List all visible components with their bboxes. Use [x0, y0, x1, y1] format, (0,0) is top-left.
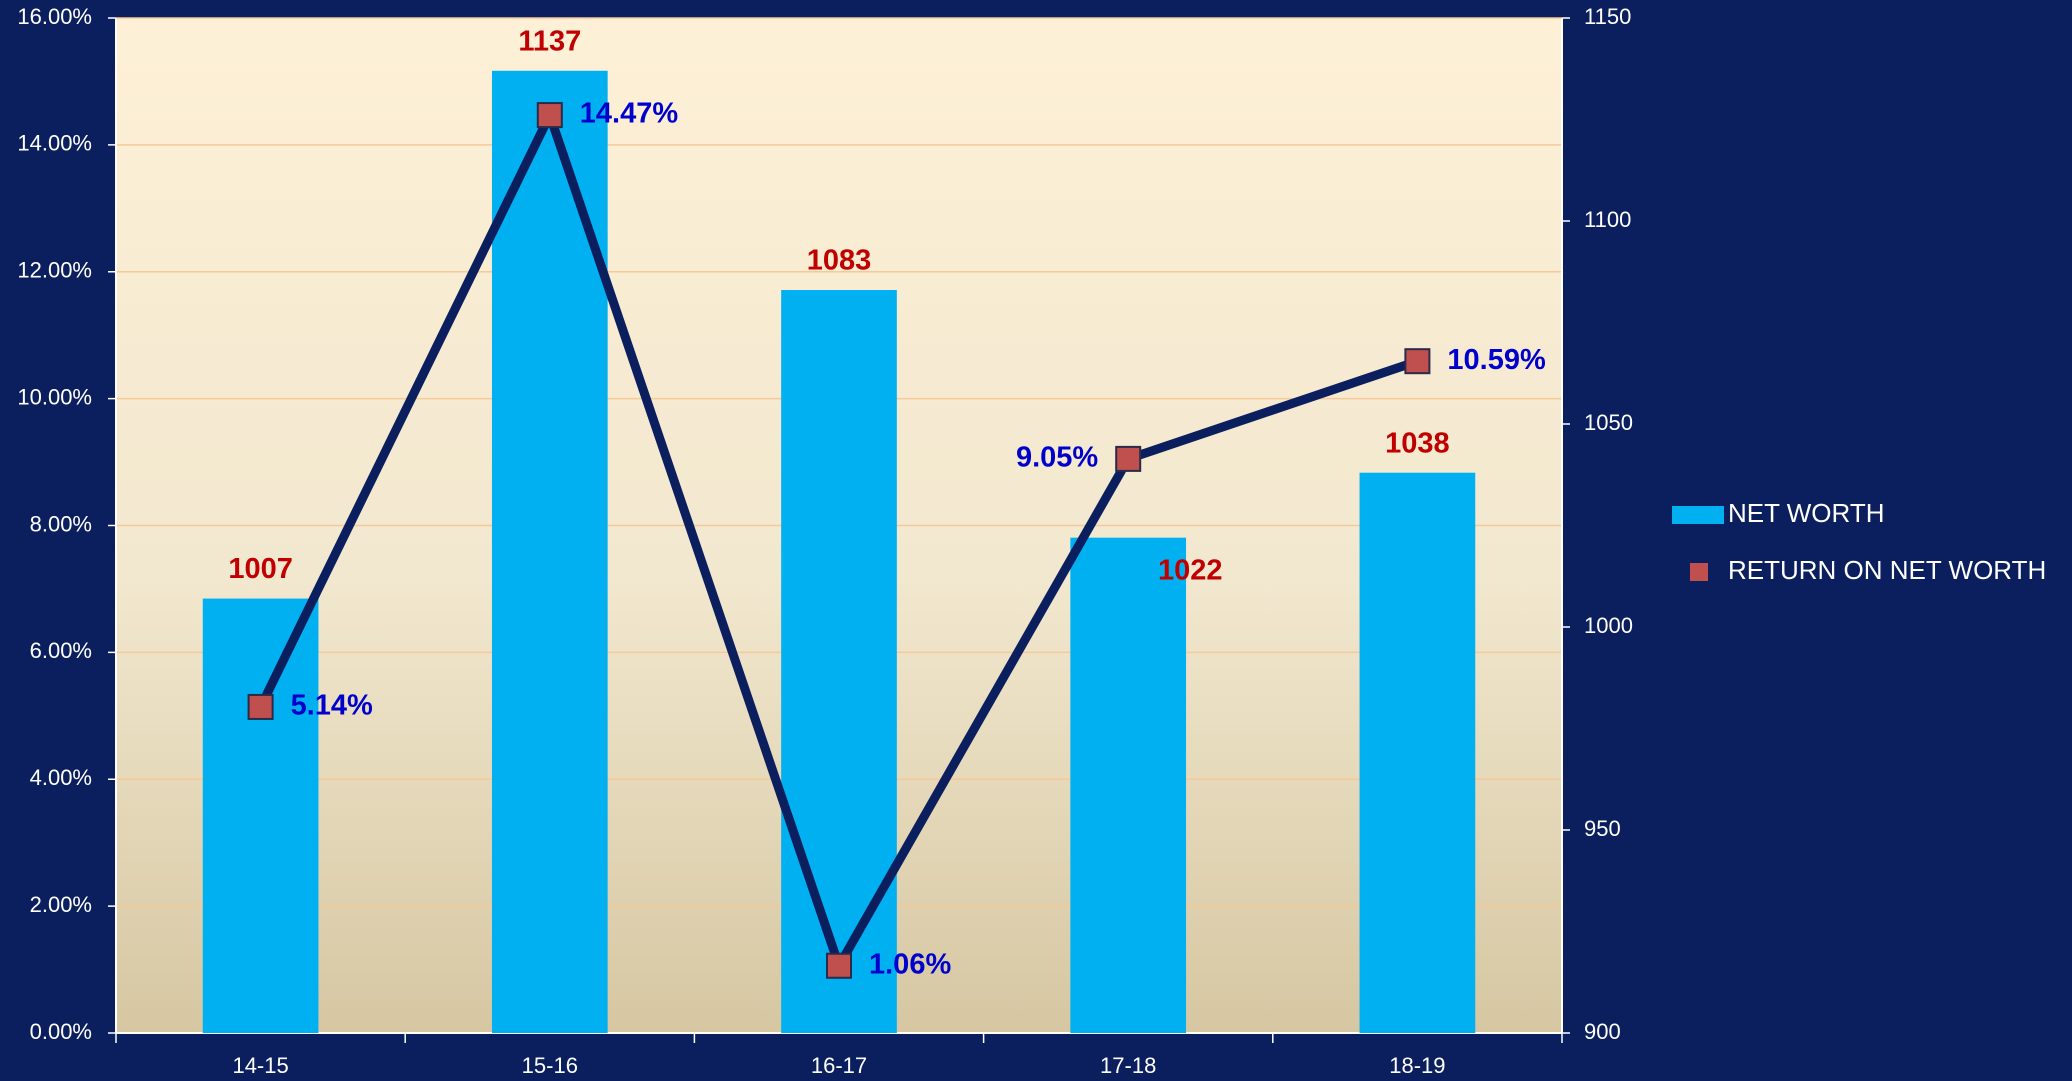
bar: [1070, 537, 1187, 1033]
y2-tick-label: 950: [1584, 816, 1621, 841]
bar-label: 1083: [807, 245, 872, 277]
line-marker: [536, 102, 563, 129]
y-tick-label: 8.00%: [30, 511, 92, 536]
bar-label: 1137: [518, 25, 581, 57]
y-tick-label: 12.00%: [17, 258, 92, 283]
y-tick-label: 16.00%: [17, 4, 92, 29]
bar: [781, 290, 897, 1033]
y-tick-label: 6.00%: [30, 638, 92, 663]
legend-swatch: [1690, 563, 1708, 581]
x-tick-label: 17-18: [1100, 1053, 1156, 1078]
bar: [491, 70, 608, 1033]
x-tick-label: 18-19: [1389, 1053, 1445, 1078]
line-label: 9.05%: [1016, 442, 1098, 474]
x-tick-label: 16-17: [811, 1053, 867, 1078]
y-tick-label: 2.00%: [30, 892, 92, 917]
y-tick-label: 4.00%: [30, 765, 92, 790]
y2-tick-label: 1000: [1584, 613, 1633, 638]
legend-label: RETURN ON NET WORTH: [1728, 555, 2046, 585]
bar-label: 1038: [1385, 427, 1450, 459]
line-label: 14.47%: [580, 98, 679, 130]
bar: [202, 598, 319, 1033]
line-label: 1.06%: [869, 948, 951, 980]
y-tick-label: 0.00%: [30, 1019, 92, 1044]
y-tick-label: 14.00%: [17, 131, 92, 156]
x-tick-label: 14-15: [232, 1053, 288, 1078]
line-marker: [1404, 348, 1431, 375]
legend-label: NET WORTH: [1728, 498, 1884, 528]
x-tick-label: 15-16: [522, 1053, 578, 1078]
line-label: 10.59%: [1447, 344, 1546, 376]
y-tick-label: 10.00%: [17, 384, 92, 409]
line-marker: [826, 952, 852, 979]
line-label: 5.14%: [291, 690, 373, 722]
bar: [1359, 472, 1476, 1034]
line-marker: [247, 693, 274, 720]
line-marker: [1115, 445, 1142, 472]
legend-swatch: [1672, 506, 1724, 524]
y2-tick-label: 1100: [1584, 207, 1631, 232]
y2-tick-label: 1150: [1584, 4, 1631, 29]
bar-label: 1007: [228, 553, 293, 585]
y2-tick-label: 1050: [1584, 410, 1633, 435]
y2-tick-label: 900: [1584, 1019, 1621, 1044]
bar-label: 1022: [1158, 554, 1223, 586]
